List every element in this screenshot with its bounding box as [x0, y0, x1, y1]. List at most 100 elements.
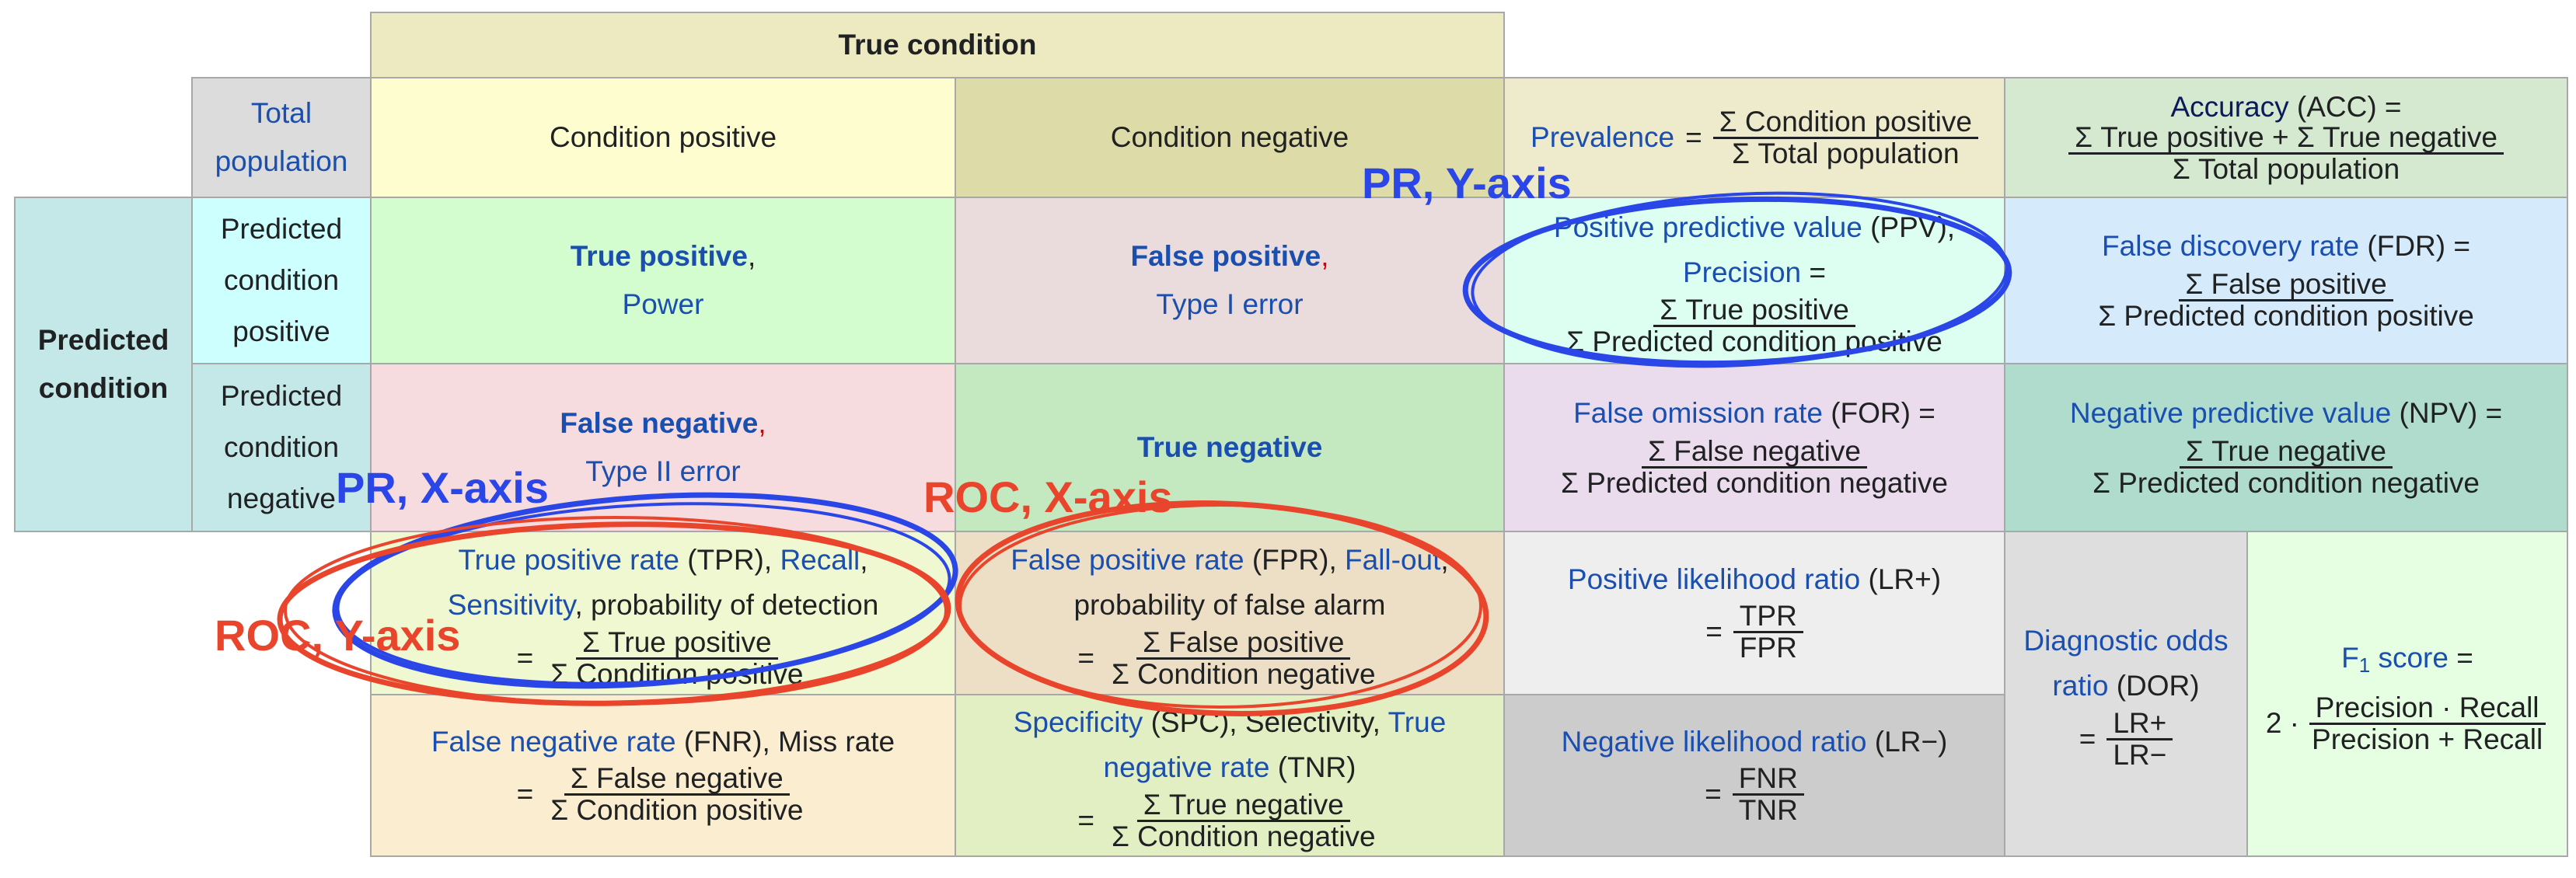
fnr-equals: =: [516, 778, 534, 810]
prevalence-link[interactable]: Prevalence: [1531, 121, 1675, 153]
for-numerator: Σ False negative: [1642, 436, 1867, 469]
fdr-abbr: (FDR) =: [2367, 229, 2470, 262]
tnr-link-a[interactable]: True: [1387, 706, 1447, 738]
specificity-abbr: (SPC), Selectivity,: [1150, 706, 1380, 738]
predicted-condition-header: Predicted condition: [14, 197, 193, 532]
dor-link-a[interactable]: Diagnostic odds: [2023, 624, 2229, 657]
condition-positive-label: Condition positive: [549, 121, 777, 153]
for-formula: Σ False negative Σ Predicted condition n…: [1555, 436, 1954, 499]
lr-positive-denominator: FPR: [1739, 631, 1797, 664]
precision-link[interactable]: Precision: [1682, 256, 1802, 288]
specificity-denominator: Σ Condition negative: [1111, 820, 1376, 852]
lr-positive-numerator: TPR: [1733, 601, 1803, 633]
accuracy-abbr: (ACC) =: [2296, 90, 2402, 123]
tpr-numerator: Σ True positive: [576, 627, 778, 660]
lr-positive-formula: TPR FPR: [1733, 601, 1803, 663]
dor-denominator: LR−: [2113, 738, 2167, 771]
for-denominator: Σ Predicted condition negative: [1560, 466, 1949, 499]
power-link[interactable]: Power: [622, 288, 704, 320]
fdr-numerator: Σ False positive: [2179, 269, 2393, 301]
condition-negative-label: Condition negative: [1110, 121, 1349, 153]
tnr-abbr: (TNR): [1277, 751, 1356, 783]
npv-denominator: Σ Predicted condition negative: [2092, 466, 2480, 499]
predicted-condition-label: Predicted condition: [37, 324, 169, 404]
dor-link-b[interactable]: ratio: [2052, 669, 2109, 702]
accuracy-cell: Accuracy (ACC) = Σ True positive + Σ Tru…: [2004, 77, 2568, 198]
prevalence-denominator: Σ Total population: [1732, 137, 1960, 169]
fdr-denominator: Σ Predicted condition positive: [2098, 299, 2474, 332]
roc-x-axis-annotation: ROC, X-axis: [923, 472, 1173, 521]
pr-x-axis-annotation: PR, X-axis: [336, 463, 549, 512]
fdr-formula: Σ False positive Σ Predicted condition p…: [2092, 269, 2480, 332]
accuracy-link[interactable]: Accuracy: [2170, 90, 2289, 123]
f1-score-word: score: [2378, 641, 2449, 674]
accuracy-denominator: Σ Total population: [2172, 152, 2400, 185]
npv-link[interactable]: Negative predictive value: [2069, 396, 2392, 429]
true-condition-header: True condition: [370, 12, 1505, 78]
fallout-link[interactable]: Fall-out: [1345, 543, 1441, 576]
tpr-abbr: (TPR),: [687, 543, 773, 576]
dor-numerator: LR+: [2107, 708, 2173, 740]
specificity-link[interactable]: Specificity: [1013, 706, 1143, 738]
fnr-abbr: (FNR), Miss rate: [683, 725, 895, 758]
ppv-denominator: Σ Predicted condition positive: [1566, 325, 1942, 357]
fpr-cell: False positive rate (FPR), Fall-out, pro…: [955, 531, 1505, 695]
pr-y-axis-annotation: PR, Y-axis: [1362, 159, 1572, 207]
fnr-formula: Σ False negative Σ Condition positive: [544, 763, 809, 826]
ppv-cell: Positive predictive value (PPV), Precisi…: [1503, 197, 2005, 364]
npv-formula: Σ True negative Σ Predicted condition ne…: [2086, 436, 2486, 499]
ppv-formula: Σ True positive Σ Predicted condition po…: [1560, 294, 1949, 357]
fnr-numerator: Σ False negative: [564, 763, 790, 796]
dor-abbr: (DOR): [2116, 669, 2200, 702]
fn-comma: ,: [758, 407, 766, 439]
sensitivity-rest: , probability of detection: [574, 588, 879, 621]
lr-negative-abbr: (LR−): [1874, 725, 1948, 758]
for-abbr: (FOR) =: [1831, 396, 1935, 429]
true-positive-link[interactable]: True positive: [570, 240, 748, 272]
tpr-formula: Σ True positive Σ Condition positive: [544, 627, 809, 689]
f1-equals: =: [2456, 641, 2473, 674]
prevalence-formula: Σ Condition positive Σ Total population: [1712, 106, 1978, 169]
total-population-label[interactable]: Total population: [215, 97, 348, 177]
specificity-formula: Σ True negative Σ Condition negative: [1105, 789, 1382, 852]
fnr-link[interactable]: False negative rate: [431, 725, 676, 758]
f1-subscript: 1: [2358, 653, 2371, 677]
false-positive-link[interactable]: False positive: [1130, 240, 1321, 272]
f1-denominator: Precision + Recall: [2312, 723, 2543, 755]
true-negative-link[interactable]: True negative: [1136, 431, 1323, 463]
fdr-cell: False discovery rate (FDR) = Σ False pos…: [2004, 197, 2568, 364]
lr-negative-cell: Negative likelihood ratio (LR−) = FNR TN…: [1503, 694, 2005, 857]
ppv-numerator: Σ True positive: [1653, 294, 1855, 327]
false-negative-link[interactable]: False negative: [560, 407, 759, 439]
for-cell: False omission rate (FOR) = Σ False nega…: [1503, 363, 2005, 532]
fpr-link[interactable]: False positive rate: [1011, 543, 1244, 576]
tpr-link[interactable]: True positive rate: [458, 543, 679, 576]
predicted-positive-header: Predicted condition positive: [191, 197, 372, 364]
f1-letter: F: [2341, 641, 2359, 674]
dor-equals: =: [2079, 723, 2096, 754]
for-link[interactable]: False omission rate: [1573, 396, 1823, 429]
tnr-link-b[interactable]: negative rate: [1103, 751, 1270, 783]
prevalence-equals: =: [1685, 121, 1702, 153]
ppv-abbr: (PPV),: [1870, 211, 1956, 243]
type-i-error-link[interactable]: Type I error: [1156, 288, 1304, 320]
recall-link[interactable]: Recall: [780, 543, 860, 576]
lr-negative-link[interactable]: Negative likelihood ratio: [1561, 725, 1867, 758]
fpr-abbr: (FPR),: [1251, 543, 1337, 576]
type-ii-error-link[interactable]: Type II error: [585, 455, 741, 487]
fp-comma: ,: [1321, 240, 1329, 272]
recall-comma: ,: [860, 543, 868, 576]
fpr-denominator: Σ Condition negative: [1111, 657, 1376, 690]
fpr-description: probability of false alarm: [1073, 588, 1386, 621]
condition-negative-header: Condition negative: [955, 77, 1505, 198]
sensitivity-link[interactable]: Sensitivity: [447, 588, 575, 621]
predicted-positive-label: Predicted condition positive: [220, 213, 343, 347]
dor-cell: Diagnostic odds ratio (DOR) = LR+ LR−: [2004, 531, 2248, 857]
fdr-link[interactable]: False discovery rate: [2102, 229, 2360, 262]
f1-score-link[interactable]: F1 score: [2341, 641, 2449, 677]
f1-score-cell: F1 score = 2 · Precision · Recall Precis…: [2246, 531, 2568, 857]
fnr-denominator: Σ Condition positive: [550, 793, 804, 826]
lr-positive-cell: Positive likelihood ratio (LR+) = TPR FP…: [1503, 531, 2005, 695]
lr-positive-link[interactable]: Positive likelihood ratio: [1567, 563, 1861, 595]
ppv-link[interactable]: Positive predictive value: [1553, 211, 1862, 243]
